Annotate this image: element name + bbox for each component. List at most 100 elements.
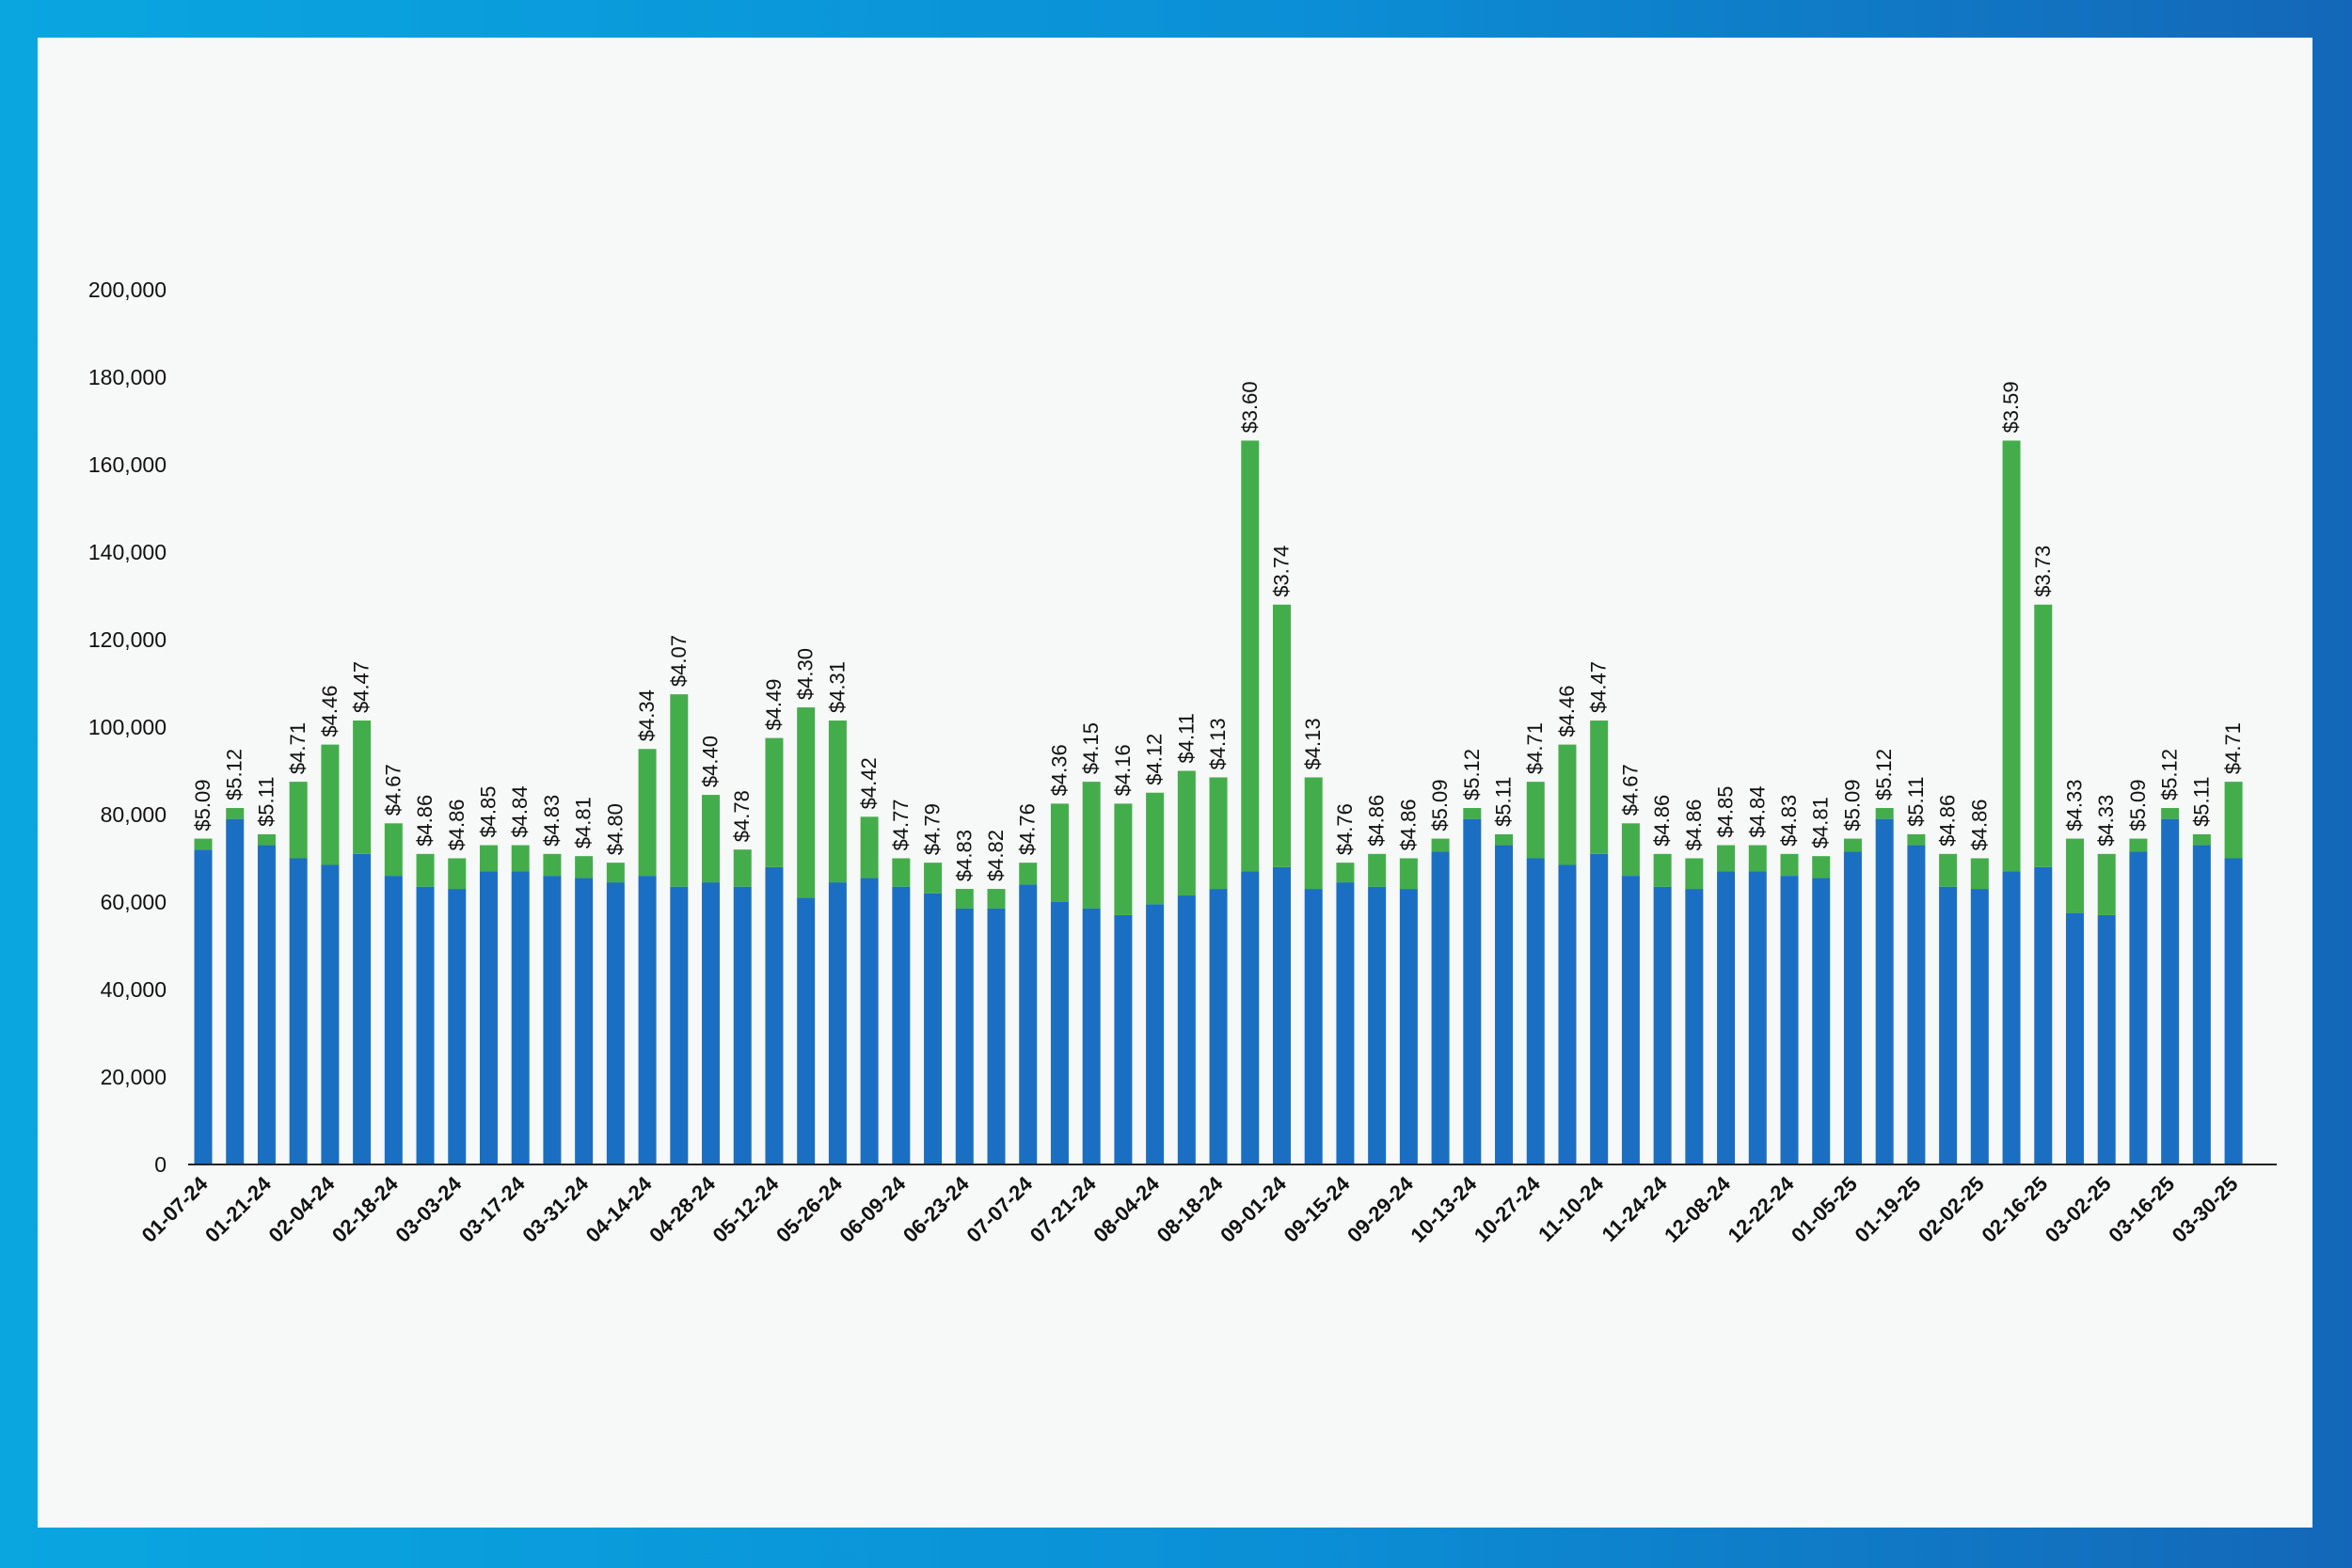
bar-segment-base: [321, 864, 340, 1164]
bar-data-label: $4.15: [1079, 722, 1103, 774]
bar-segment-top: [987, 889, 1006, 909]
x-tick-label: 10-13-24: [1406, 1171, 1481, 1246]
bar-data-label: $4.16: [1111, 744, 1135, 796]
bar-data-label: $4.31: [825, 661, 849, 713]
bar-segment-top: [257, 833, 276, 846]
bar-segment-base: [2224, 858, 2243, 1164]
x-axis-tick-labels: 01-07-2401-21-2402-04-2402-18-2403-03-24…: [137, 1171, 2243, 1246]
bar-segment-base: [955, 908, 974, 1164]
bar-data-label: $4.47: [1587, 661, 1611, 713]
x-tick-label: 03-02-25: [2041, 1172, 2116, 1247]
x-tick-label: 12-22-24: [1724, 1171, 1799, 1246]
bar-segment-base: [1939, 886, 1958, 1164]
bar-segment-base: [289, 858, 308, 1164]
bar-segment-base: [1082, 908, 1101, 1164]
bar-data-label: $4.86: [1396, 799, 1420, 850]
bar-segment-base: [1970, 889, 1989, 1164]
x-tick-label: 12-08-24: [1660, 1171, 1735, 1246]
bar-data-label: $4.67: [381, 764, 405, 816]
x-tick-label: 09-29-24: [1343, 1171, 1418, 1246]
bar-segment-base: [924, 893, 943, 1164]
bar-data-label: $4.30: [794, 648, 818, 700]
x-tick-label: 06-09-24: [834, 1171, 910, 1246]
bar-segment-top: [1019, 863, 1038, 885]
bar-data-label: $5.11: [254, 777, 278, 827]
bar-data-label: $4.85: [476, 785, 500, 837]
bar-segment-base: [1558, 864, 1577, 1164]
bar-segment-top: [289, 782, 308, 859]
bar-segment-top: [2002, 440, 2021, 872]
x-tick-label: 07-07-24: [961, 1171, 1037, 1246]
x-tick-label: 02-16-25: [1977, 1172, 2052, 1247]
bar-segment-base: [1812, 878, 1831, 1164]
bar-segment-top: [1939, 853, 1958, 887]
bar-data-label: $4.46: [1555, 686, 1579, 737]
bar-segment-base: [2034, 866, 2053, 1164]
x-tick-label: 03-31-24: [517, 1171, 593, 1246]
bar-segment-base: [1780, 876, 1799, 1164]
bar-segment-base: [1590, 853, 1609, 1164]
bar-segment-top: [1050, 803, 1069, 902]
y-tick-label: 80,000: [101, 802, 167, 827]
bar-data-label: $4.84: [1745, 785, 1769, 837]
bar-data-label: $4.71: [2221, 722, 2245, 774]
bar-segment-base: [638, 876, 657, 1164]
bar-segment-base: [2192, 845, 2211, 1164]
bar-segment-top: [2129, 838, 2148, 852]
bar-segment-base: [2065, 912, 2084, 1164]
bar-segment-top: [955, 889, 974, 909]
bar-segment-base: [575, 878, 594, 1164]
x-tick-label: 01-19-25: [1850, 1172, 1925, 1247]
bar-segment-base: [1717, 871, 1736, 1164]
bar-data-label: $4.80: [603, 803, 627, 855]
bar-data-label: $4.12: [1143, 734, 1167, 785]
x-tick-label: 03-17-24: [454, 1171, 530, 1246]
bar-segment-top: [1812, 856, 1831, 879]
bar-data-label: $4.33: [2094, 795, 2118, 847]
bar-data-label: $4.11: [1174, 713, 1198, 763]
bar-segment-base: [1304, 889, 1323, 1164]
y-tick-label: 120,000: [88, 627, 167, 652]
bar-segment-top: [1336, 863, 1355, 883]
bar-segment-top: [1621, 823, 1640, 877]
bar-segment-top: [1082, 782, 1101, 909]
bar-data-label: $4.34: [635, 689, 659, 741]
x-tick-label: 02-04-24: [263, 1171, 339, 1246]
bar-data-label: $5.11: [2189, 777, 2213, 827]
x-tick-label: 06-23-24: [898, 1171, 974, 1246]
bar-data-label: $4.86: [1936, 795, 1960, 847]
y-tick-label: 40,000: [101, 977, 167, 1002]
bar-segment-base: [1241, 871, 1260, 1164]
bar-segment-base: [1495, 845, 1514, 1164]
bar-data-label: $4.40: [699, 736, 723, 787]
bar-segment-top: [1526, 782, 1545, 859]
bar-segment-base: [511, 871, 530, 1164]
x-tick-label: 01-07-24: [137, 1171, 213, 1246]
bar-segment-base: [1399, 889, 1418, 1164]
bar-data-label: $5.12: [1872, 749, 1896, 800]
x-tick-label: 03-30-25: [2168, 1172, 2243, 1247]
bar-data-label: $4.67: [1618, 764, 1642, 816]
bar-data-label: $4.13: [1206, 718, 1230, 769]
bar-data-label: $4.36: [1047, 744, 1071, 796]
bar-segment-top: [353, 721, 372, 854]
bar-segment-base: [353, 853, 372, 1164]
bar-segment-top: [384, 823, 403, 877]
bar-segment-top: [2161, 808, 2180, 819]
bar-segment-top: [1590, 721, 1609, 854]
bar-segment-top: [2065, 838, 2084, 913]
y-axis-tick-labels: 0 20,000 40,000 60,000 80,000 100,000 120,000 1…: [88, 277, 167, 1177]
bar-segment-base: [257, 845, 276, 1164]
bar-segment-top: [2224, 782, 2243, 859]
bar-data-label: $4.47: [350, 661, 373, 713]
bar-segment-base: [1621, 876, 1640, 1164]
bar-data-label: $4.82: [984, 830, 1008, 881]
x-tick-label: 04-14-24: [581, 1171, 657, 1246]
bar-segment-base: [543, 876, 562, 1164]
bar-data-label: $5.09: [1428, 780, 1452, 832]
bar-segment-base: [860, 878, 879, 1164]
bar-segment-top: [1717, 845, 1736, 872]
bar-segment-base: [1653, 886, 1672, 1164]
bar-data-label: $5.12: [2158, 749, 2182, 800]
bar-data-label: $4.76: [1016, 803, 1040, 855]
